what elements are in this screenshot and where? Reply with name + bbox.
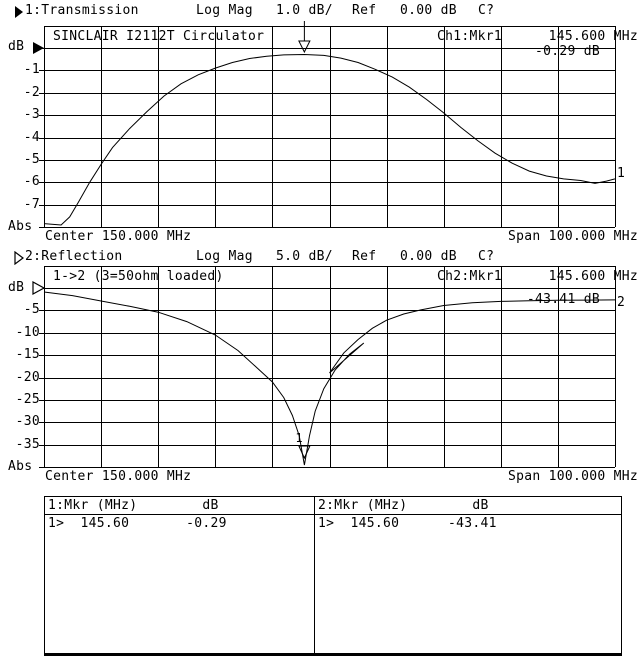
y-tick-label: -35 bbox=[0, 438, 40, 452]
chart-1-marker-value: -0.29 dB bbox=[480, 45, 600, 59]
reference-level-marker-1-icon bbox=[32, 41, 45, 55]
y-tick-label: -4 bbox=[0, 131, 40, 145]
trace-2-number: 2 bbox=[617, 296, 625, 310]
active-channel-marker-icon bbox=[14, 5, 24, 19]
y-tick-label: -3 bbox=[0, 108, 40, 122]
channel-1-cal-status: C? bbox=[478, 4, 494, 18]
channel-1-scale: 1.0 dB/ bbox=[276, 4, 333, 18]
chart-1-axis-unit: dB bbox=[8, 40, 24, 54]
marker-table-row-1: 1> 145.60 -0.29 bbox=[45, 515, 314, 531]
channel-1-format: Log Mag bbox=[196, 4, 253, 18]
y-tick-label: -5 bbox=[0, 303, 40, 317]
y-tick-label: -30 bbox=[0, 415, 40, 429]
chart-1-title: SINCLAIR I2112T Circulator bbox=[53, 30, 264, 44]
chart-2-abs-label: Abs bbox=[8, 460, 32, 474]
chart-1-marker-freq: 145.600 MHz bbox=[510, 30, 638, 44]
channel-1-name[interactable]: 1:Transmission bbox=[25, 4, 139, 18]
chart-1-span: Span 100.000 MHz bbox=[440, 230, 638, 244]
trace-1-number: 1 bbox=[617, 167, 625, 181]
channel-2-scale: 5.0 dB/ bbox=[276, 250, 333, 264]
marker-table-header-2: 2:Mkr (MHz) dB bbox=[315, 497, 621, 515]
y-tick-label: -2 bbox=[0, 86, 40, 100]
channel-2-cal-status: C? bbox=[478, 250, 494, 264]
chart-1-abs-label: Abs bbox=[8, 220, 32, 234]
trace-1 bbox=[44, 55, 615, 226]
y-tick-label: -5 bbox=[0, 153, 40, 167]
y-tick-label: -7 bbox=[0, 198, 40, 212]
marker-number: 1 bbox=[295, 431, 302, 445]
chart-2-axis-unit: dB bbox=[8, 281, 24, 295]
vna-screen: 1 1:Transmission Log Mag 1.0 dB/ Ref 0.0… bbox=[0, 0, 640, 659]
marker-2-triangle-icon bbox=[299, 446, 310, 458]
marker-table: 1:Mkr (MHz) dB 1> 145.60 -0.29 2:Mkr (MH… bbox=[44, 496, 622, 656]
marker-table-row-2: 1> 145.60 -43.41 bbox=[315, 515, 621, 531]
y-tick-label: -10 bbox=[0, 326, 40, 340]
channel-1-ref-label: Ref bbox=[352, 4, 376, 18]
y-tick-label: -20 bbox=[0, 371, 40, 385]
y-tick-label: -15 bbox=[0, 348, 40, 362]
chart-2-marker-channel: Ch2:Mkr1 bbox=[437, 270, 502, 284]
marker-table-channel-1-cell: 1:Mkr (MHz) dB 1> 145.60 -0.29 bbox=[45, 497, 314, 653]
channel-2-name[interactable]: 2:Reflection bbox=[25, 250, 123, 264]
channel-2-ref-label: Ref bbox=[352, 250, 376, 264]
chart-2-span: Span 100.000 MHz bbox=[440, 470, 638, 484]
reference-level-marker-2-icon bbox=[32, 281, 45, 295]
marker-table-channel-2-cell: 2:Mkr (MHz) dB 1> 145.60 -43.41 bbox=[314, 497, 621, 653]
y-tick-label: -6 bbox=[0, 175, 40, 189]
marker-table-header-1: 1:Mkr (MHz) dB bbox=[45, 497, 314, 515]
y-tick-label: -1 bbox=[0, 63, 40, 77]
chart-1-marker-channel: Ch1:Mkr1 bbox=[437, 30, 502, 44]
inactive-channel-marker-icon bbox=[14, 251, 24, 265]
channel-1-ref-value: 0.00 dB bbox=[400, 4, 457, 18]
chart-2-center-freq: Center 150.000 MHz bbox=[45, 470, 191, 484]
channel-2-ref-value: 0.00 dB bbox=[400, 250, 457, 264]
chart-1-center-freq: Center 150.000 MHz bbox=[45, 230, 191, 244]
chart-2-marker-freq: 145.600 MHz bbox=[510, 270, 638, 284]
channel-2-format: Log Mag bbox=[196, 250, 253, 264]
y-tick-label: -25 bbox=[0, 393, 40, 407]
chart-2-marker-value: -43.41 dB bbox=[480, 293, 600, 307]
marker-1-triangle-icon bbox=[299, 41, 310, 52]
chart-2-title: 1->2 (3=50ohm loaded) bbox=[53, 270, 224, 284]
